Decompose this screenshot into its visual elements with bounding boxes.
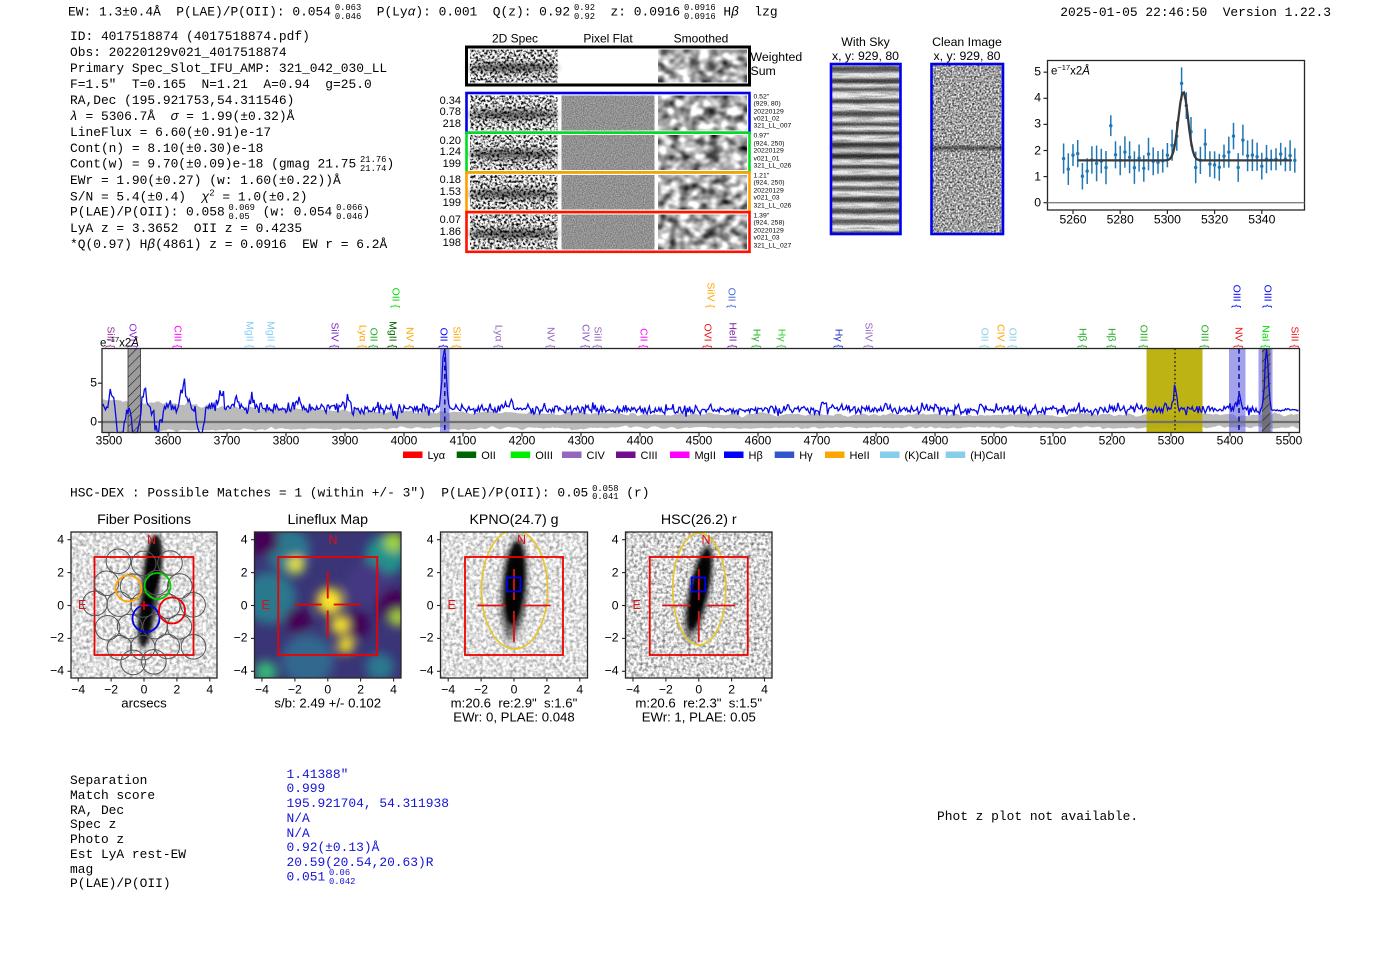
- svg-text:Hβ {: Hβ {: [1106, 328, 1118, 349]
- svg-text:SiIV {: SiIV {: [329, 322, 341, 348]
- svg-text:Hγ {: Hγ {: [833, 329, 845, 349]
- svg-text:MgII {: MgII {: [244, 321, 256, 348]
- svg-text:CIV {: CIV {: [995, 324, 1007, 348]
- svg-text:OII {: OII {: [726, 288, 738, 309]
- svg-text:CIV {: CIV {: [580, 324, 592, 348]
- svg-text:NV {: NV {: [1233, 327, 1245, 349]
- svg-text:OVI {: OVI {: [127, 323, 139, 348]
- svg-text:SiII {: SiII {: [1289, 326, 1301, 348]
- svg-text:SiIV {: SiIV {: [705, 282, 717, 308]
- svg-text:SiII {: SiII {: [592, 326, 604, 348]
- svg-text:OII {: OII {: [368, 328, 380, 349]
- svg-text:OVI {: OVI {: [702, 323, 714, 348]
- svg-text:OII {: OII {: [438, 328, 450, 349]
- svg-text:SiIV {: SiIV {: [863, 322, 875, 348]
- svg-text:NaI {: NaI {: [1260, 325, 1272, 348]
- svg-text:OIII {: OIII {: [1199, 325, 1211, 349]
- svg-text:HeII {: HeII {: [727, 322, 739, 348]
- svg-text:CIII {: CIII {: [172, 325, 184, 348]
- svg-text:OIII {: OIII {: [1231, 285, 1243, 309]
- svg-text:CII {: CII {: [638, 328, 650, 348]
- svg-text:Lyα {: Lyα {: [357, 325, 369, 349]
- svg-text:OII {: OII {: [390, 288, 402, 309]
- svg-text:Lyα {: Lyα {: [493, 325, 505, 349]
- svg-text:OIII {: OIII {: [1262, 285, 1274, 309]
- svg-text:NV {: NV {: [404, 327, 416, 349]
- svg-text:OII {: OII {: [979, 328, 991, 349]
- svg-text:OII {: OII {: [1007, 328, 1019, 349]
- svg-text:MgII {: MgII {: [387, 321, 399, 348]
- svg-text:Hγ {: Hγ {: [776, 329, 788, 349]
- svg-text:MgII {: MgII {: [265, 321, 277, 348]
- svg-text:Hγ {: Hγ {: [751, 329, 763, 349]
- svg-text:OIII {: OIII {: [1138, 325, 1150, 349]
- svg-text:SiII {: SiII {: [451, 326, 463, 348]
- svg-text:NV {: NV {: [545, 327, 557, 349]
- svg-text:Hβ {: Hβ {: [1077, 328, 1089, 349]
- svg-text:SiII {: SiII {: [105, 326, 117, 348]
